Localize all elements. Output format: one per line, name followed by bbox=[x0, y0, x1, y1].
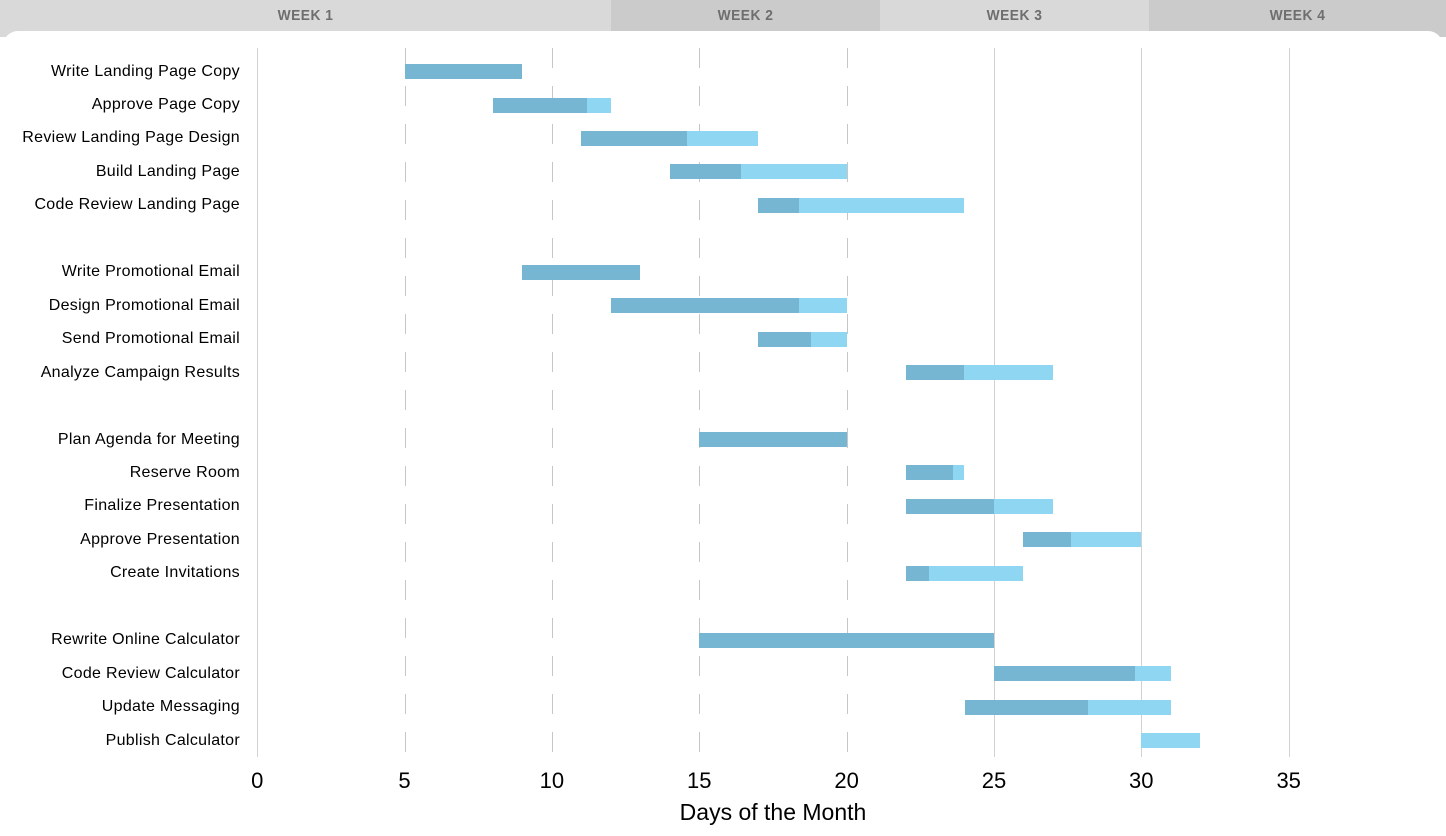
week-band-2: WEEK 2 bbox=[611, 0, 880, 37]
task-label: Write Promotional Email bbox=[61, 263, 240, 281]
task-label: Plan Agenda for Meeting bbox=[57, 430, 240, 448]
gantt-bar-complete bbox=[964, 699, 1089, 715]
gantt-bar bbox=[699, 632, 994, 648]
gantt-bar-complete bbox=[669, 164, 741, 180]
x-tick-label-15: 15 bbox=[687, 768, 712, 793]
x-axis-title: Days of the Month bbox=[679, 799, 867, 825]
task-label: Reserve Room bbox=[129, 463, 240, 481]
gantt-bar-complete bbox=[404, 64, 523, 79]
gantt-bar bbox=[581, 130, 759, 146]
gantt-bar bbox=[905, 465, 965, 481]
task-label: Analyze Campaign Results bbox=[40, 363, 240, 381]
task-label: Code Review Calculator bbox=[61, 664, 240, 682]
week-band-label: WEEK 1 bbox=[277, 7, 334, 24]
week-band-label: WEEK 3 bbox=[986, 7, 1043, 24]
task-label: Write Landing Page Copy bbox=[51, 62, 240, 80]
gantt-bar-complete bbox=[581, 130, 688, 146]
gantt-bar-complete bbox=[610, 298, 800, 314]
gantt-bar bbox=[522, 264, 641, 280]
week-band-4: WEEK 4 bbox=[1149, 0, 1446, 37]
gantt-bar-complete bbox=[758, 331, 812, 347]
gantt-bar-complete bbox=[758, 197, 800, 213]
x-tick-label-30: 30 bbox=[1129, 768, 1154, 793]
gantt-bar bbox=[905, 498, 1053, 514]
task-label: Publish Calculator bbox=[105, 731, 240, 749]
gridline-day-10 bbox=[551, 48, 553, 757]
gantt-bar bbox=[1023, 532, 1142, 548]
gantt-bar bbox=[699, 432, 847, 447]
gantt-bar bbox=[964, 699, 1171, 715]
task-label: Design Promotional Email bbox=[48, 296, 240, 314]
gantt-bar-complete bbox=[699, 632, 994, 648]
gantt-bar-complete bbox=[994, 666, 1136, 682]
gantt-bar-complete bbox=[905, 498, 994, 514]
gantt-bar bbox=[994, 666, 1171, 682]
gantt-bar bbox=[758, 331, 847, 347]
gantt-bar-complete bbox=[905, 565, 930, 581]
gantt-bar bbox=[905, 565, 1024, 581]
task-label: Rewrite Online Calculator bbox=[51, 631, 240, 649]
task-label: Code Review Landing Page bbox=[34, 196, 240, 214]
week-band-1: WEEK 1 bbox=[0, 0, 611, 37]
gantt-bar-complete bbox=[905, 465, 953, 481]
task-label: Create Invitations bbox=[110, 564, 240, 582]
task-label: Approve Presentation bbox=[80, 530, 240, 548]
task-label: Build Landing Page bbox=[95, 162, 240, 180]
week-band-3: WEEK 3 bbox=[880, 0, 1149, 37]
gantt-bar bbox=[1141, 733, 1201, 748]
gantt-bar-complete bbox=[1023, 532, 1071, 548]
x-tick-label-5: 5 bbox=[398, 768, 411, 793]
week-band-label: WEEK 2 bbox=[717, 7, 774, 24]
gridline-day-0 bbox=[257, 48, 259, 757]
gantt-bar bbox=[610, 298, 847, 314]
gantt-bar bbox=[905, 365, 1053, 381]
gantt-bar-complete bbox=[905, 365, 965, 381]
task-label: Finalize Presentation bbox=[84, 497, 240, 515]
gantt-bar-complete bbox=[493, 97, 588, 113]
x-tick-label-10: 10 bbox=[539, 768, 565, 793]
x-tick-label-25: 25 bbox=[981, 768, 1007, 793]
gantt-bar bbox=[758, 197, 965, 213]
gantt-bar bbox=[669, 164, 847, 180]
gridline-day-30 bbox=[1141, 48, 1143, 757]
task-label: Approve Page Copy bbox=[91, 96, 240, 113]
gridline-day-35 bbox=[1288, 48, 1290, 757]
gridline-day-25 bbox=[994, 48, 995, 757]
task-label: Update Messaging bbox=[101, 698, 240, 716]
x-tick-label-35: 35 bbox=[1276, 768, 1301, 793]
x-tick-label-20: 20 bbox=[834, 768, 859, 793]
gridline-day-5 bbox=[404, 48, 406, 757]
gantt-bar-complete bbox=[522, 264, 641, 280]
gridline-day-20 bbox=[846, 48, 848, 757]
week-band-label: WEEK 4 bbox=[1269, 7, 1326, 24]
gridline-day-15 bbox=[699, 48, 701, 757]
x-tick-label-0: 0 bbox=[251, 768, 264, 793]
task-label: Send Promotional Email bbox=[61, 330, 240, 348]
week-header: WEEK 1 WEEK 2 WEEK 3 WEEK 4 bbox=[0, 0, 1446, 37]
gantt-bar bbox=[493, 97, 611, 113]
task-label: Review Landing Page Design bbox=[22, 129, 240, 147]
gantt-bar bbox=[404, 64, 523, 79]
gantt-bar-complete bbox=[699, 432, 847, 447]
